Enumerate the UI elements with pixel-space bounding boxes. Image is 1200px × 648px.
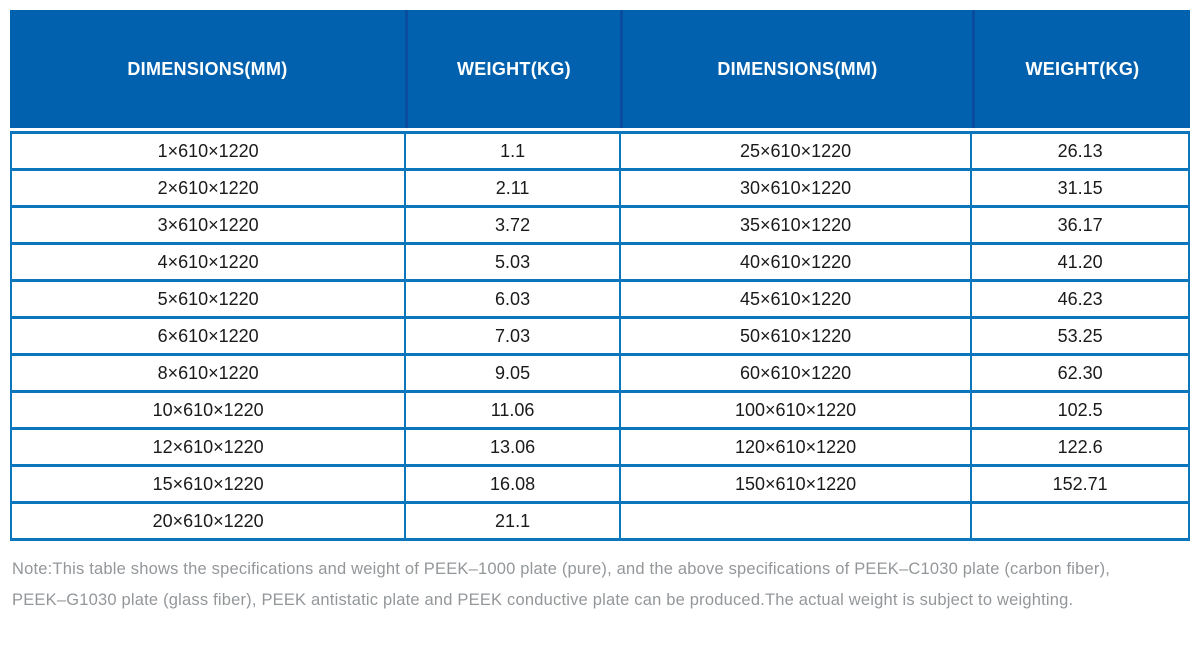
- table-row: 3×610×1220 3.72 35×610×1220 36.17: [9, 205, 1190, 245]
- note-line-1: Note:This table shows the specifications…: [12, 560, 1111, 578]
- table-cell: 46.23: [970, 279, 1190, 319]
- spec-table: DIMENSIONS(MM) WEIGHT(KG) DIMENSIONS(MM)…: [9, 10, 1190, 541]
- table-cell: 10×610×1220: [9, 390, 407, 430]
- table-cell: 45×610×1220: [618, 279, 973, 319]
- table-cell: 102.5: [970, 390, 1190, 430]
- table-row: 12×610×1220 13.06 120×610×1220 122.6: [9, 427, 1190, 467]
- table-cell: 8×610×1220: [9, 353, 407, 393]
- table-cell: 40×610×1220: [618, 242, 973, 282]
- table-cell: 41.20: [970, 242, 1190, 282]
- table-cell: 5×610×1220: [9, 279, 407, 319]
- table-cell: 5.03: [404, 242, 621, 282]
- table-row: 2×610×1220 2.11 30×610×1220 31.15: [9, 168, 1190, 208]
- table-cell: 20×610×1220: [9, 501, 407, 541]
- table-cell: 30×610×1220: [618, 168, 973, 208]
- header-weight-left: WEIGHT(KG): [404, 10, 620, 128]
- note: Note:This table shows the specifications…: [12, 554, 1188, 615]
- table-cell: 2.11: [404, 168, 621, 208]
- table-cell: 150×610×1220: [618, 464, 973, 504]
- table-row: 4×610×1220 5.03 40×610×1220 41.20: [9, 242, 1190, 282]
- table-cell: 122.6: [970, 427, 1190, 467]
- table-cell: 31.15: [970, 168, 1190, 208]
- table-cell: 1.1: [404, 131, 621, 171]
- table-row: 6×610×1220 7.03 50×610×1220 53.25: [9, 316, 1190, 356]
- table-cell: 25×610×1220: [618, 131, 973, 171]
- table-cell: 12×610×1220: [9, 427, 407, 467]
- table-cell: 3×610×1220: [9, 205, 407, 245]
- table-cell: 1×610×1220: [9, 131, 407, 171]
- table-cell: 35×610×1220: [618, 205, 973, 245]
- table-cell: 2×610×1220: [9, 168, 407, 208]
- table-cell: 6×610×1220: [9, 316, 407, 356]
- table-body: 1×610×1220 1.1 25×610×1220 26.13 2×610×1220 2…: [9, 131, 1190, 541]
- table-cell: 36.17: [970, 205, 1190, 245]
- table-cell: 152.71: [970, 464, 1190, 504]
- table-cell: 100×610×1220: [618, 390, 973, 430]
- table-cell: 62.30: [970, 353, 1190, 393]
- table-cell: 60×610×1220: [618, 353, 973, 393]
- table-row: 5×610×1220 6.03 45×610×1220 46.23: [9, 279, 1190, 319]
- header-weight-right: WEIGHT(KG): [971, 10, 1190, 128]
- table-row: 10×610×1220 11.06 100×610×1220 102.5: [9, 390, 1190, 430]
- table-cell: 4×610×1220: [9, 242, 407, 282]
- table-header-row: DIMENSIONS(MM) WEIGHT(KG) DIMENSIONS(MM)…: [10, 10, 1190, 128]
- table-cell: 21.1: [404, 501, 621, 541]
- page: DIMENSIONS(MM) WEIGHT(KG) DIMENSIONS(MM)…: [9, 10, 1190, 615]
- table-cell: 13.06: [404, 427, 621, 467]
- note-line-2: PEEK–G1030 plate (glass fiber), PEEK ant…: [12, 590, 1074, 609]
- table-cell: 26.13: [970, 131, 1190, 171]
- table-cell: [618, 501, 973, 541]
- header-dimensions-left: DIMENSIONS(MM): [127, 58, 288, 79]
- table-cell: 50×610×1220: [618, 316, 973, 356]
- table-cell: [970, 501, 1190, 541]
- table-cell: 9.05: [404, 353, 621, 393]
- table-row: 20×610×1220 21.1: [9, 501, 1190, 541]
- table-row: 8×610×1220 9.05 60×610×1220 62.30: [9, 353, 1190, 393]
- table-cell: 53.25: [970, 316, 1190, 356]
- table-row: 15×610×1220 16.08 150×610×1220 152.71: [9, 464, 1190, 504]
- table-cell: 16.08: [404, 464, 621, 504]
- table-cell: 15×610×1220: [9, 464, 407, 504]
- table-cell: 120×610×1220: [618, 427, 973, 467]
- table-row: 1×610×1220 1.1 25×610×1220 26.13: [9, 131, 1190, 171]
- table-cell: 7.03: [404, 316, 621, 356]
- header-dimensions-right: DIMENSIONS(MM): [619, 10, 972, 128]
- table-cell: 6.03: [404, 279, 621, 319]
- table-cell: 11.06: [404, 390, 621, 430]
- table-cell: 3.72: [404, 205, 621, 245]
